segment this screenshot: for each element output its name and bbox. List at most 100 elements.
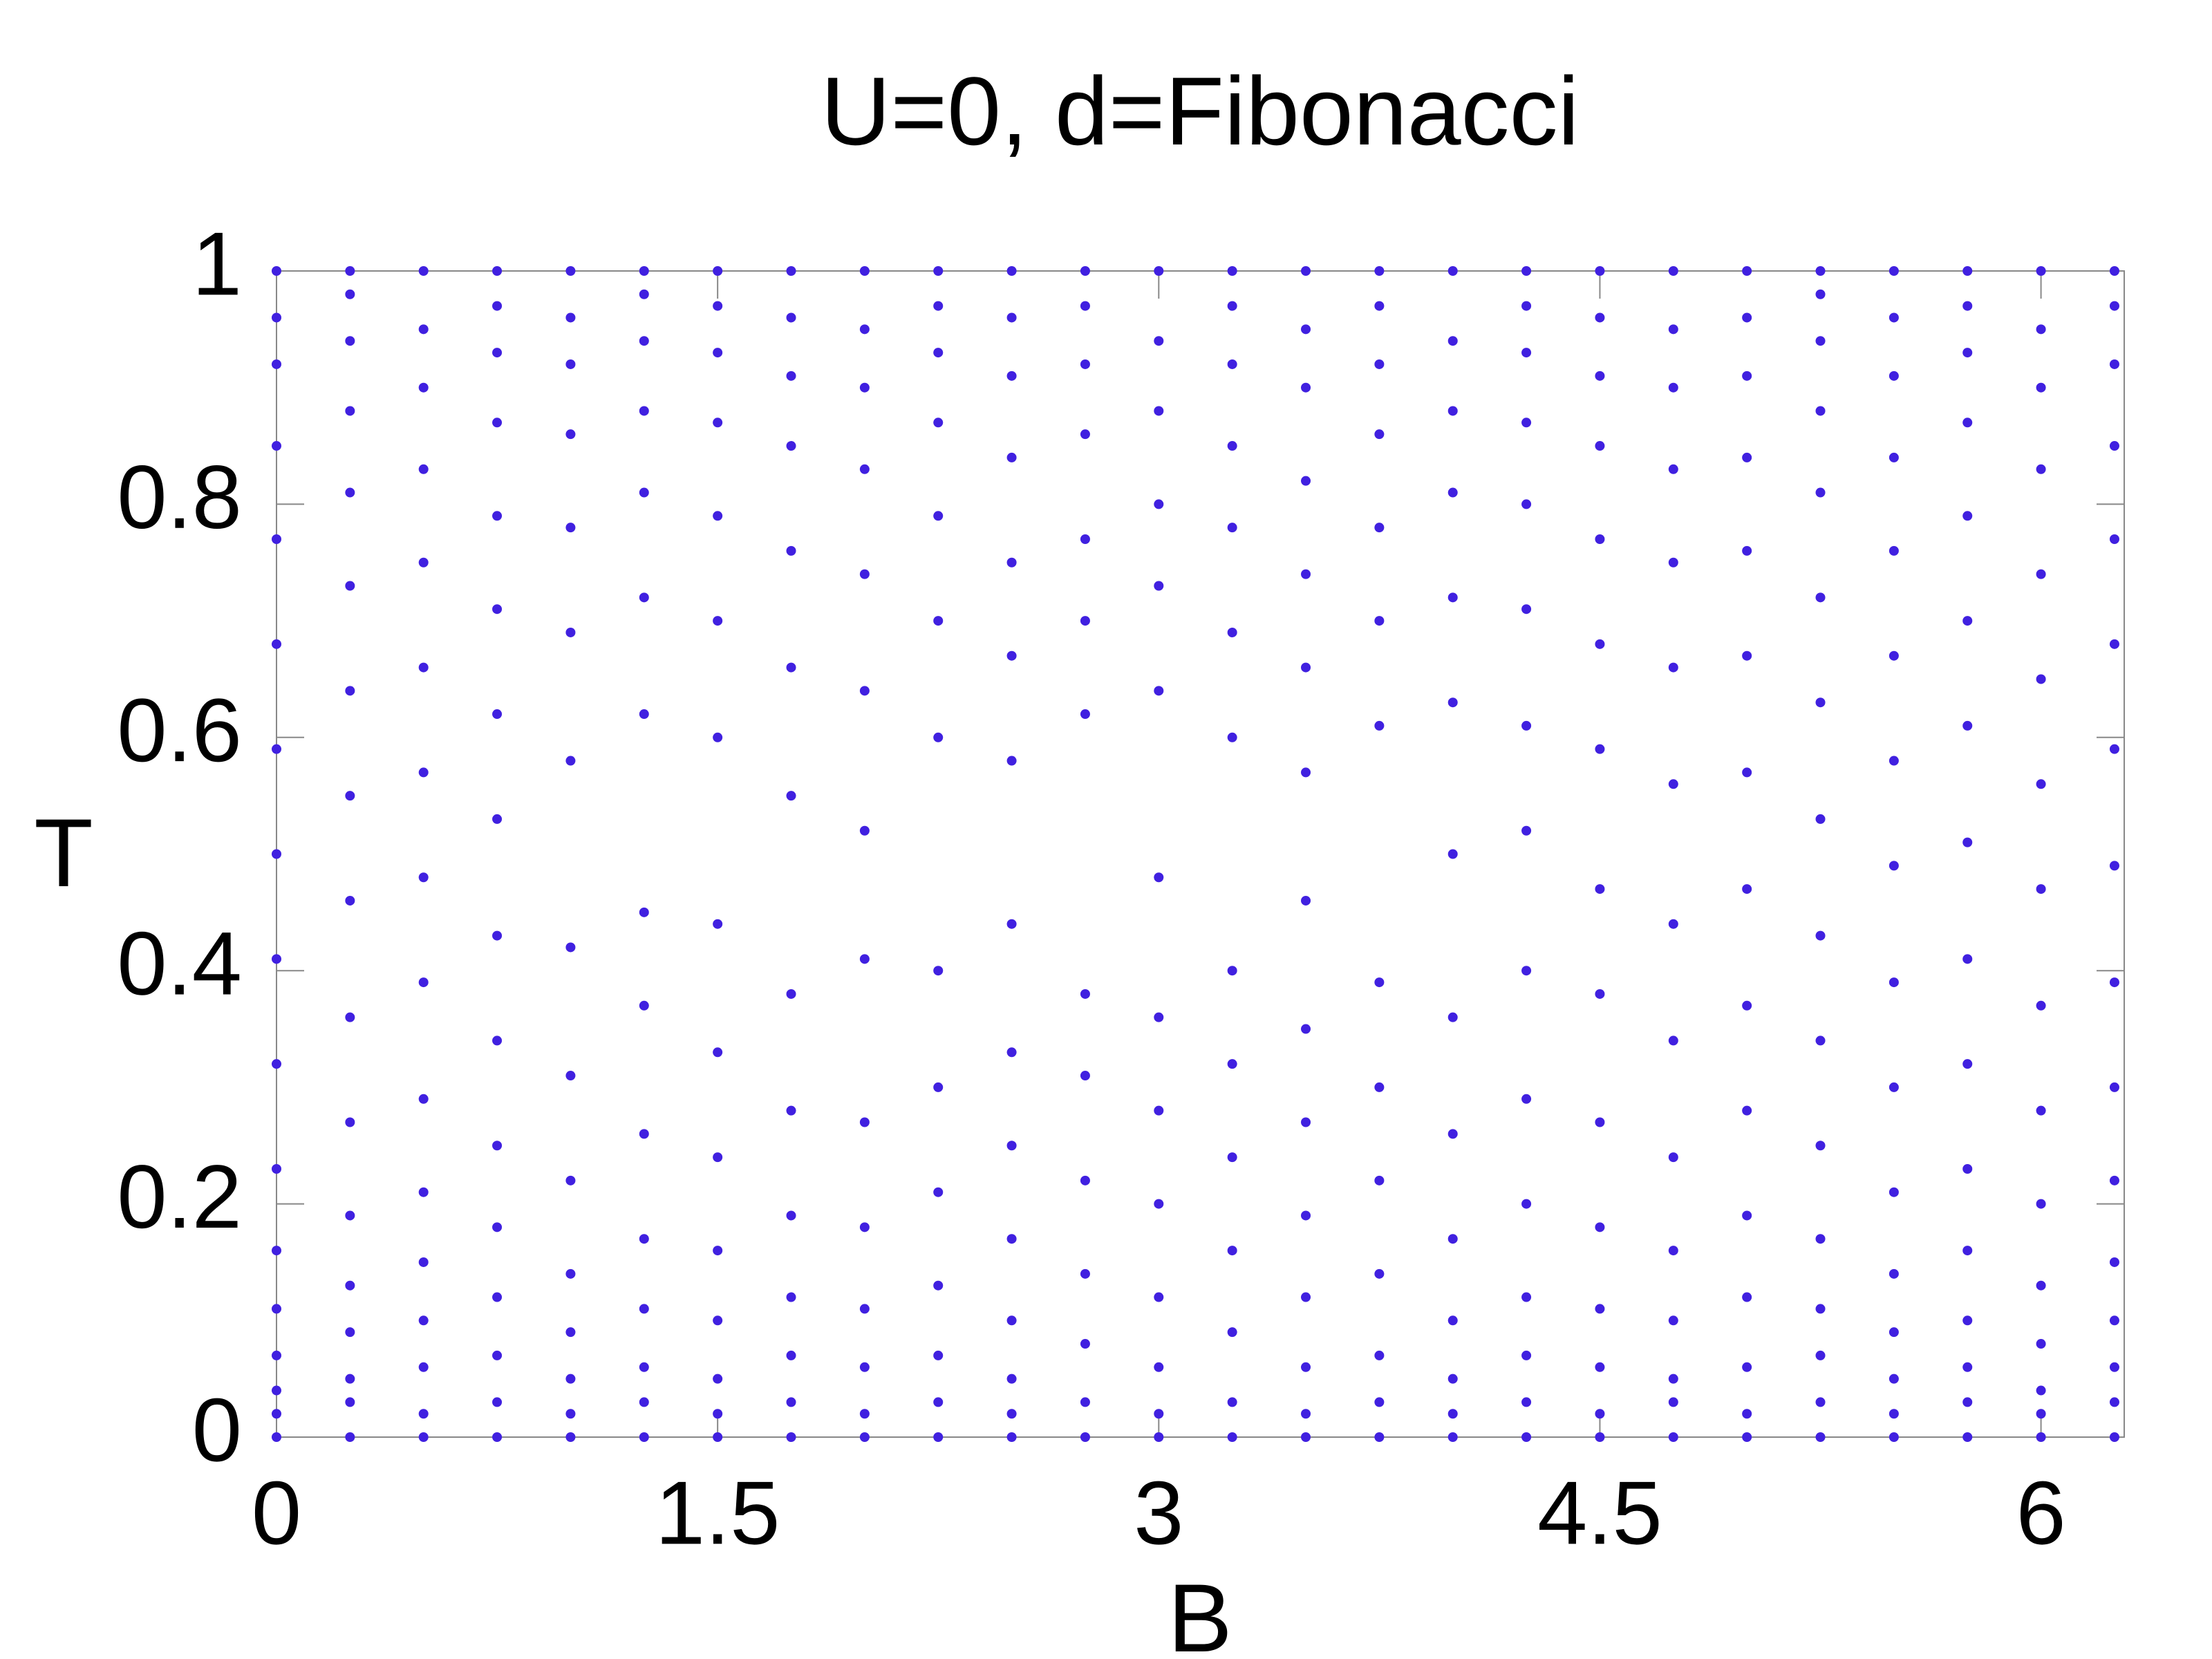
point bbox=[786, 1105, 796, 1116]
point bbox=[786, 266, 796, 276]
point bbox=[1006, 756, 1017, 766]
point bbox=[1080, 429, 1090, 440]
point bbox=[2109, 441, 2119, 451]
point bbox=[2109, 1082, 2119, 1092]
point bbox=[1521, 348, 1532, 358]
point bbox=[1301, 1362, 1311, 1372]
point bbox=[418, 767, 429, 778]
point bbox=[1374, 523, 1385, 533]
point bbox=[1227, 1397, 1237, 1407]
point bbox=[1888, 1187, 1899, 1197]
point bbox=[1374, 1082, 1385, 1092]
point bbox=[272, 639, 281, 649]
point bbox=[786, 1432, 796, 1442]
y-axis-label: T bbox=[34, 798, 93, 907]
point bbox=[1595, 1362, 1605, 1372]
point bbox=[639, 406, 649, 416]
point bbox=[1447, 266, 1458, 276]
point bbox=[2109, 1315, 2119, 1326]
point bbox=[272, 1350, 281, 1360]
point bbox=[2036, 382, 2046, 393]
point bbox=[272, 1059, 281, 1069]
point bbox=[859, 464, 870, 474]
x-tick-label: 6 bbox=[2016, 1462, 2065, 1563]
point bbox=[1154, 1432, 1164, 1442]
point bbox=[859, 1409, 870, 1419]
point bbox=[1668, 779, 1678, 789]
point bbox=[418, 324, 429, 335]
point bbox=[1006, 1234, 1017, 1244]
point bbox=[713, 266, 723, 276]
point bbox=[2109, 639, 2119, 649]
point bbox=[1668, 324, 1678, 335]
point bbox=[565, 942, 576, 953]
point bbox=[713, 1315, 723, 1326]
point bbox=[1668, 1397, 1678, 1407]
point bbox=[639, 487, 649, 498]
point bbox=[2036, 1339, 2046, 1349]
point bbox=[1521, 1199, 1532, 1209]
point bbox=[786, 545, 796, 556]
point bbox=[272, 954, 281, 964]
point bbox=[1154, 1199, 1164, 1209]
point bbox=[1227, 1152, 1237, 1163]
point bbox=[2109, 977, 2119, 988]
point bbox=[418, 557, 429, 568]
point bbox=[1227, 359, 1237, 369]
point bbox=[859, 954, 870, 964]
point bbox=[1154, 1105, 1164, 1116]
point bbox=[345, 581, 355, 591]
point bbox=[2036, 569, 2046, 579]
point bbox=[1301, 266, 1311, 276]
point bbox=[1301, 662, 1311, 673]
point bbox=[1962, 301, 1973, 311]
point bbox=[418, 977, 429, 988]
point bbox=[492, 266, 503, 276]
point bbox=[1080, 266, 1090, 276]
point bbox=[1227, 732, 1237, 742]
point bbox=[1006, 1047, 1017, 1058]
point bbox=[565, 523, 576, 533]
point bbox=[272, 1246, 281, 1256]
point bbox=[1962, 418, 1973, 428]
point bbox=[418, 1187, 429, 1197]
point bbox=[1888, 756, 1899, 766]
point bbox=[933, 1187, 944, 1197]
point bbox=[933, 966, 944, 976]
point bbox=[1447, 1012, 1458, 1022]
point bbox=[786, 441, 796, 451]
point bbox=[1006, 1374, 1017, 1384]
point bbox=[786, 371, 796, 381]
point bbox=[565, 1175, 576, 1185]
point bbox=[1962, 1432, 1973, 1442]
point bbox=[418, 1362, 429, 1372]
point bbox=[1815, 289, 1826, 299]
point bbox=[1888, 1409, 1899, 1419]
point bbox=[1154, 1362, 1164, 1372]
point bbox=[1006, 312, 1017, 323]
point bbox=[933, 418, 944, 428]
point bbox=[1962, 616, 1973, 626]
x-tick-label: 4.5 bbox=[1537, 1462, 1662, 1563]
point bbox=[1815, 406, 1826, 416]
point bbox=[1227, 523, 1237, 533]
point bbox=[1521, 604, 1532, 615]
point bbox=[933, 511, 944, 521]
point bbox=[272, 1409, 281, 1419]
point bbox=[1962, 837, 1973, 847]
point bbox=[1521, 418, 1532, 428]
point bbox=[933, 1397, 944, 1407]
point bbox=[1374, 977, 1385, 988]
point bbox=[1080, 301, 1090, 311]
point bbox=[1301, 382, 1311, 393]
point bbox=[2109, 861, 2119, 871]
point bbox=[1888, 1082, 1899, 1092]
point bbox=[1668, 266, 1678, 276]
point bbox=[1742, 1105, 1752, 1116]
point bbox=[492, 1035, 503, 1046]
point bbox=[1301, 895, 1311, 906]
point bbox=[786, 1350, 796, 1360]
point bbox=[1888, 545, 1899, 556]
point bbox=[492, 814, 503, 824]
